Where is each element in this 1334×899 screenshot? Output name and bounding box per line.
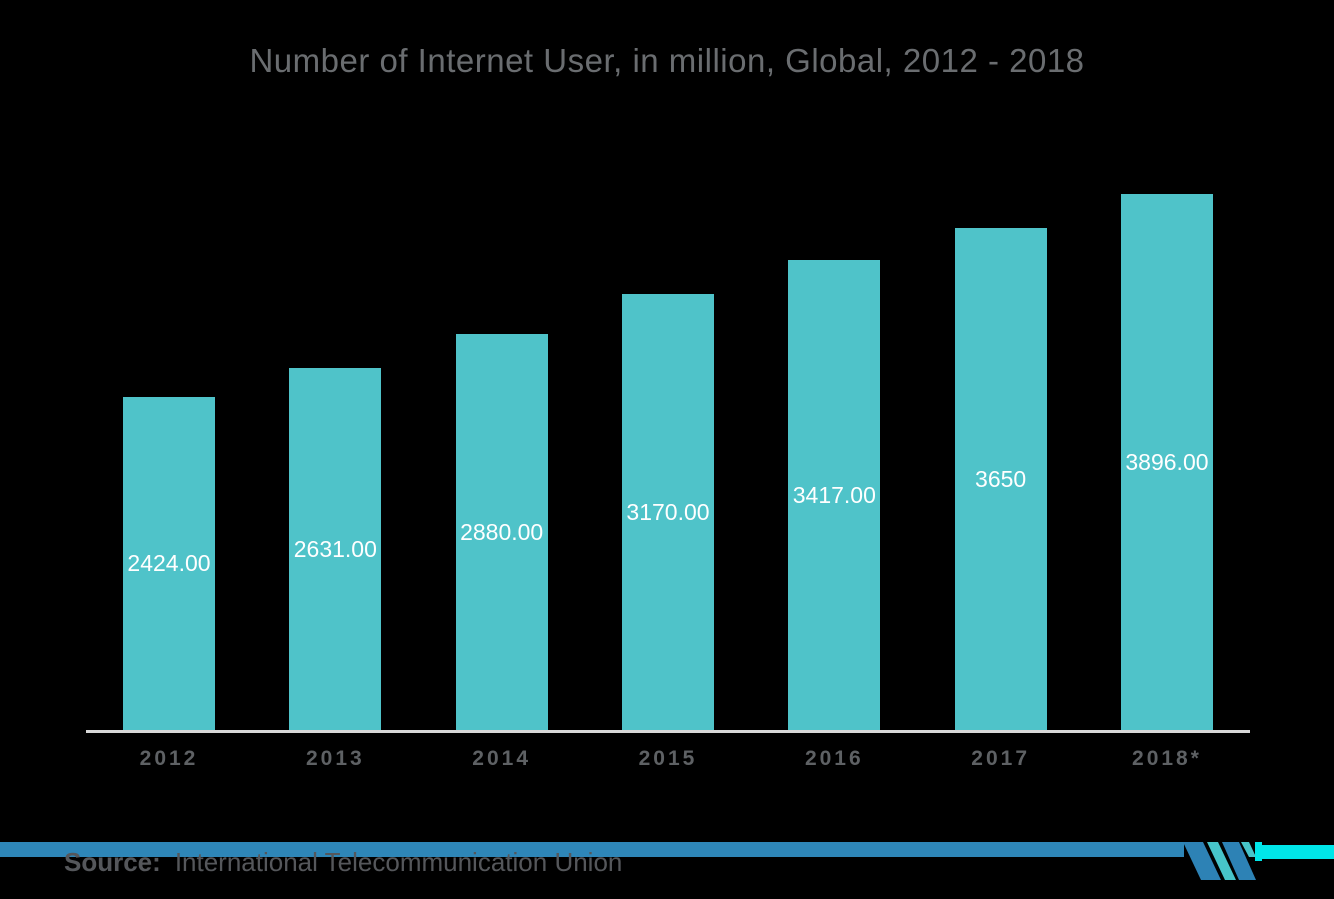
bar-value-label: 2631.00 <box>293 535 377 562</box>
x-axis-label-2018*: 2018* <box>1132 747 1202 770</box>
plot-area: 2424.00 2631.00 2880.00 3170.00 3417.00 3650 3… <box>86 0 1250 770</box>
bar-2012: 2424.00 <box>123 397 215 730</box>
bar-value-label: 3417.00 <box>792 481 876 508</box>
mordor-intelligence-logo <box>1183 842 1262 880</box>
bar-2016: 3417.00 <box>788 260 881 730</box>
bar-2014: 2880.00 <box>455 334 548 730</box>
bar-2013: 2631.00 <box>289 368 382 730</box>
source-line: Source: International Telecommunication U… <box>64 847 622 878</box>
bar-value-label: 2880.00 <box>460 518 544 545</box>
footer-stripe-left <box>0 842 1184 857</box>
bar-value-label: 2424.00 <box>127 550 211 576</box>
source-text: International Telecommunication Union <box>174 847 623 877</box>
x-axis-label-2012: 2012 <box>139 747 199 770</box>
source-label: Source: <box>64 847 161 877</box>
bar-value-label: 3896.00 <box>1125 448 1209 475</box>
x-axis-label-2015: 2015 <box>638 747 698 770</box>
footer-stripe-right <box>1262 845 1334 859</box>
x-axis-label-2017: 2017 <box>971 747 1030 770</box>
x-axis-label-2014: 2014 <box>472 747 532 770</box>
x-axis-label-2016: 2016 <box>804 747 864 770</box>
x-axis-line <box>86 730 1250 733</box>
bar-2017: 3650 <box>954 228 1047 730</box>
bar-value-label: 3170.00 <box>626 498 710 525</box>
x-axis-label-2013: 2013 <box>305 747 365 770</box>
bar-2015: 3170.00 <box>621 294 714 730</box>
bar-2018*: 3896.00 <box>1120 194 1213 730</box>
chart-title: Number of Internet User, in million, Glo… <box>249 42 1085 79</box>
bar-value-label: 3650 <box>975 465 1027 492</box>
